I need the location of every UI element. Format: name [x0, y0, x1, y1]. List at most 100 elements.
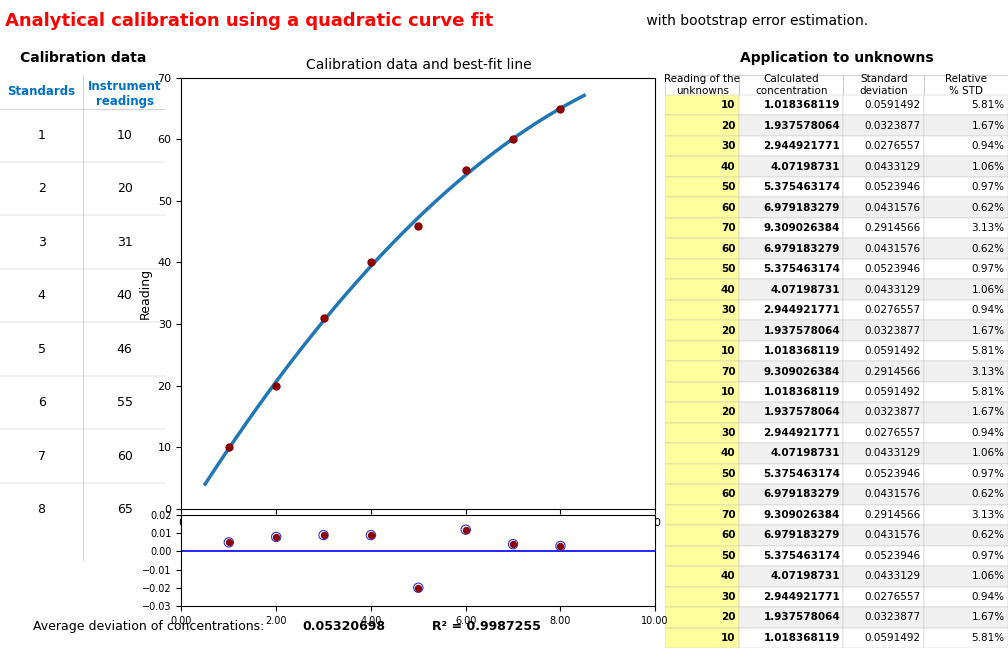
- Text: 20: 20: [117, 182, 133, 195]
- Text: 0.2914566: 0.2914566: [864, 223, 920, 233]
- Bar: [739, 402, 844, 422]
- Point: [505, 539, 521, 550]
- Text: 2.944921771: 2.944921771: [763, 141, 840, 151]
- Text: 40: 40: [117, 289, 133, 302]
- Bar: [924, 546, 1008, 566]
- Text: 1.67%: 1.67%: [972, 121, 1005, 131]
- Bar: [665, 627, 739, 648]
- Bar: [844, 238, 924, 259]
- Bar: [665, 422, 739, 443]
- Text: 0.0276557: 0.0276557: [865, 592, 920, 602]
- Text: 6: 6: [37, 396, 45, 409]
- Point: [363, 530, 379, 540]
- Bar: [844, 115, 924, 136]
- Point: [505, 539, 521, 550]
- Text: 9.309026384: 9.309026384: [764, 223, 840, 233]
- Text: 1.018368119: 1.018368119: [764, 632, 840, 643]
- Bar: [739, 300, 844, 320]
- Text: 0.0591492: 0.0591492: [865, 387, 920, 397]
- Text: 50: 50: [721, 551, 736, 561]
- Text: 0.0591492: 0.0591492: [865, 346, 920, 356]
- Bar: [665, 586, 739, 607]
- Text: Average deviation of concentrations:: Average deviation of concentrations:: [33, 620, 265, 634]
- Point: [316, 313, 332, 323]
- Bar: [844, 464, 924, 484]
- Point: [363, 257, 379, 268]
- Bar: [665, 95, 739, 115]
- Text: 9.309026384: 9.309026384: [764, 367, 840, 376]
- Bar: [924, 279, 1008, 300]
- Text: 0.94%: 0.94%: [972, 428, 1005, 438]
- Point: [316, 530, 332, 540]
- Bar: [844, 382, 924, 402]
- Bar: [844, 627, 924, 648]
- Text: 46: 46: [117, 343, 133, 356]
- Y-axis label: Reading: Reading: [139, 268, 152, 319]
- Bar: [924, 95, 1008, 115]
- Text: 0.94%: 0.94%: [972, 141, 1005, 151]
- Point: [505, 134, 521, 145]
- Bar: [739, 279, 844, 300]
- Text: 50: 50: [721, 182, 736, 192]
- Bar: [665, 75, 739, 95]
- Text: 20: 20: [721, 408, 736, 417]
- Bar: [739, 422, 844, 443]
- Text: 30: 30: [721, 141, 736, 151]
- Text: 4: 4: [37, 289, 45, 302]
- Bar: [739, 525, 844, 546]
- Bar: [665, 238, 739, 259]
- Bar: [665, 320, 739, 341]
- Text: 5.81%: 5.81%: [972, 387, 1005, 397]
- Text: 40: 40: [721, 162, 736, 172]
- Point: [458, 165, 474, 176]
- Text: 0.0323877: 0.0323877: [865, 121, 920, 131]
- Bar: [924, 525, 1008, 546]
- Text: 0.62%: 0.62%: [972, 530, 1005, 540]
- Text: 1.937578064: 1.937578064: [763, 121, 840, 131]
- Text: 0.97%: 0.97%: [972, 469, 1005, 479]
- Point: [221, 537, 237, 548]
- Bar: [844, 177, 924, 198]
- Bar: [924, 443, 1008, 464]
- Point: [221, 537, 237, 548]
- Bar: [844, 443, 924, 464]
- Text: 6.979183279: 6.979183279: [764, 203, 840, 213]
- Bar: [844, 422, 924, 443]
- Text: 4.07198731: 4.07198731: [770, 162, 840, 172]
- Text: 60: 60: [721, 203, 736, 213]
- Bar: [844, 279, 924, 300]
- Text: with bootstrap error estimation.: with bootstrap error estimation.: [642, 14, 868, 28]
- Text: 1.018368119: 1.018368119: [764, 346, 840, 356]
- Text: 40: 40: [721, 284, 736, 295]
- Bar: [739, 484, 844, 505]
- Text: 10: 10: [117, 129, 133, 142]
- Bar: [739, 586, 844, 607]
- Text: 0.97%: 0.97%: [972, 264, 1005, 274]
- Bar: [844, 218, 924, 238]
- Bar: [844, 95, 924, 115]
- Text: 70: 70: [721, 223, 736, 233]
- Bar: [924, 464, 1008, 484]
- Bar: [665, 546, 739, 566]
- Text: 4.07198731: 4.07198731: [770, 284, 840, 295]
- Point: [221, 442, 237, 452]
- Bar: [665, 505, 739, 525]
- Text: 1.06%: 1.06%: [972, 162, 1005, 172]
- Text: 5.375463174: 5.375463174: [763, 551, 840, 561]
- Bar: [739, 238, 844, 259]
- Bar: [924, 341, 1008, 361]
- Text: 60: 60: [721, 244, 736, 253]
- Text: 5.375463174: 5.375463174: [763, 264, 840, 274]
- Text: 4.07198731: 4.07198731: [770, 448, 840, 458]
- Text: 40: 40: [721, 448, 736, 458]
- Text: 0.0276557: 0.0276557: [865, 305, 920, 315]
- Text: 0.62%: 0.62%: [972, 489, 1005, 500]
- Bar: [665, 525, 739, 546]
- Text: 1.67%: 1.67%: [972, 408, 1005, 417]
- Bar: [924, 402, 1008, 422]
- Text: 0.0433129: 0.0433129: [865, 572, 920, 581]
- Text: 5.81%: 5.81%: [972, 632, 1005, 643]
- Text: 60: 60: [721, 530, 736, 540]
- Bar: [665, 362, 739, 382]
- Bar: [739, 198, 844, 218]
